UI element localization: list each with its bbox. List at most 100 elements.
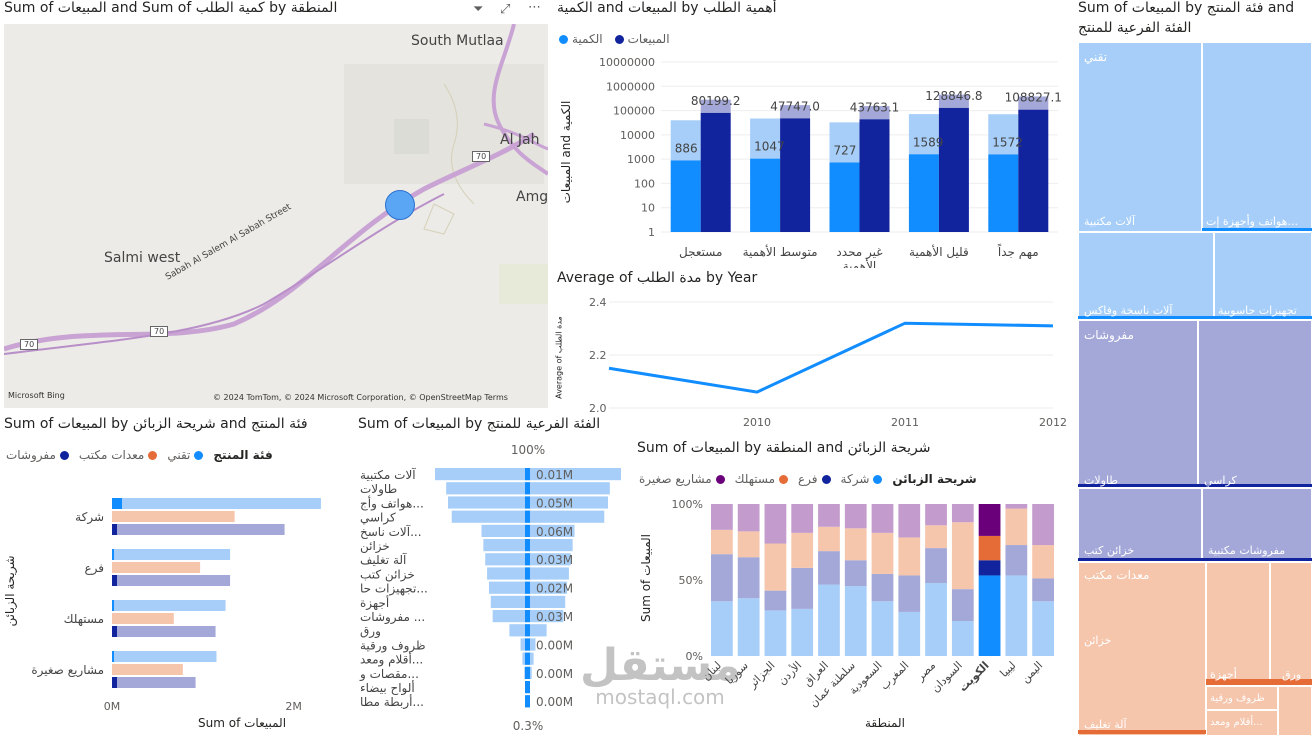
tm-envelopes[interactable] bbox=[1206, 686, 1278, 710]
region-bar-segment[interactable] bbox=[764, 504, 787, 544]
funnel-bar-highlight[interactable] bbox=[525, 567, 530, 580]
priority-bar-qty-bg[interactable] bbox=[908, 114, 939, 155]
segment-bar-highlight[interactable] bbox=[112, 677, 117, 688]
priority-bar-qty-bg[interactable] bbox=[670, 120, 701, 161]
treemap-visual[interactable]: Sum of المبيعات by فئة المنتج and الفئة … bbox=[1074, 0, 1314, 739]
funnel-bar-highlight[interactable] bbox=[525, 638, 530, 651]
segment-bar[interactable] bbox=[112, 613, 174, 624]
region-bar-segment[interactable] bbox=[898, 504, 921, 538]
priority-chart[interactable]: أهمية الطلب by المبيعات and الكمية الكمي… bbox=[553, 0, 1068, 268]
segment-bar[interactable] bbox=[112, 562, 201, 573]
region-bar-segment[interactable] bbox=[978, 535, 1001, 561]
priority-bar-qty[interactable] bbox=[988, 154, 1019, 232]
priority-bar-sales[interactable] bbox=[938, 107, 969, 232]
tm-phones[interactable] bbox=[1202, 42, 1312, 232]
tm-bookcases[interactable] bbox=[1078, 488, 1202, 562]
seg-legend-office[interactable]: معدات مكتب bbox=[78, 448, 145, 462]
region-bar-segment[interactable] bbox=[951, 504, 974, 523]
funnel-bar-highlight[interactable] bbox=[525, 695, 530, 708]
region-bar-segment[interactable] bbox=[951, 621, 974, 656]
seg-legend-furn[interactable]: مفروشات bbox=[6, 448, 56, 462]
priority-bar-qty-bg[interactable] bbox=[988, 114, 1019, 155]
region-bar-segment[interactable] bbox=[818, 504, 840, 527]
priority-bar-qty-bg[interactable] bbox=[750, 118, 781, 159]
region-bar-segment[interactable] bbox=[791, 567, 814, 609]
segment-bar-highlight[interactable] bbox=[112, 651, 114, 662]
seg-legend-tech[interactable]: تقني bbox=[167, 448, 191, 462]
region-bar-segment[interactable] bbox=[978, 504, 1001, 536]
region-bar-segment[interactable] bbox=[818, 551, 840, 585]
region-bar-segment[interactable] bbox=[951, 522, 974, 590]
segment-bar[interactable] bbox=[112, 511, 235, 522]
region-bar-segment[interactable] bbox=[711, 601, 733, 656]
region-bar-segment[interactable] bbox=[1005, 504, 1028, 509]
segment-bar-highlight[interactable] bbox=[112, 524, 117, 535]
segment-bar-highlight[interactable] bbox=[112, 600, 114, 611]
region-bar-segment[interactable] bbox=[871, 601, 894, 656]
region-bar-segment[interactable] bbox=[898, 537, 921, 576]
reg-legend-small[interactable]: مشاريع صغيرة bbox=[639, 472, 712, 486]
priority-bar-qty[interactable] bbox=[829, 162, 860, 232]
region-bar-segment[interactable] bbox=[711, 529, 733, 555]
region-bar-segment[interactable] bbox=[737, 557, 760, 599]
priority-bar-sales[interactable] bbox=[1018, 109, 1049, 232]
funnel-bar-highlight[interactable] bbox=[525, 468, 530, 481]
tm-office-machines[interactable] bbox=[1078, 42, 1202, 232]
funnel-bar-highlight[interactable] bbox=[525, 681, 530, 694]
map-bubble-kuwait[interactable] bbox=[385, 190, 415, 220]
priority-bar-sales-bg[interactable] bbox=[700, 99, 731, 113]
tm-paper[interactable] bbox=[1270, 562, 1312, 686]
region-bar-segment[interactable] bbox=[925, 583, 947, 656]
region-bar-segment[interactable] bbox=[898, 575, 921, 612]
legend-qty[interactable]: الكمية bbox=[572, 32, 603, 46]
region-bar-segment[interactable] bbox=[737, 531, 760, 558]
region-bar-segment[interactable] bbox=[711, 554, 733, 602]
region-bar-segment[interactable] bbox=[791, 532, 814, 568]
funnel-chart[interactable]: Sum of المبيعات by الفئة الفرعية للمنتج … bbox=[352, 414, 627, 739]
funnel-bar-highlight[interactable] bbox=[525, 539, 530, 552]
tm-appliances[interactable] bbox=[1206, 562, 1270, 686]
funnel-bar-highlight[interactable] bbox=[525, 595, 530, 608]
region-bar-segment[interactable] bbox=[764, 543, 787, 591]
segment-bar[interactable] bbox=[112, 549, 231, 560]
region-bar-segment[interactable] bbox=[925, 548, 947, 584]
region-bar-segment[interactable] bbox=[871, 573, 894, 602]
year-chart[interactable]: Average of مدة الطلب by Year Average of … bbox=[553, 268, 1068, 430]
reg-legend-consumer[interactable]: مستهلك bbox=[734, 472, 776, 486]
priority-bar-sales-bg[interactable] bbox=[1018, 96, 1049, 110]
priority-bar-sales[interactable] bbox=[700, 112, 731, 232]
region-bar-segment[interactable] bbox=[791, 504, 814, 533]
region-bar-segment[interactable] bbox=[1005, 575, 1028, 656]
region-bar-segment[interactable] bbox=[711, 504, 733, 530]
priority-bar-sales[interactable] bbox=[780, 118, 811, 232]
priority-bar-qty-bg[interactable] bbox=[829, 122, 860, 163]
region-bar-segment[interactable] bbox=[1032, 578, 1054, 602]
funnel-bar-highlight[interactable] bbox=[525, 510, 530, 523]
region-bar-segment[interactable] bbox=[818, 584, 840, 656]
tm-office-furnishings[interactable] bbox=[1202, 488, 1312, 562]
filter-icon[interactable]: ⏷ bbox=[473, 2, 484, 17]
segment-bar[interactable] bbox=[112, 600, 226, 611]
region-chart[interactable]: شريحة الزبائن and المنطقة by المبيعات Su… bbox=[633, 436, 1068, 739]
funnel-bar-highlight[interactable] bbox=[525, 553, 530, 566]
tm-tables[interactable] bbox=[1078, 320, 1198, 488]
region-bar-segment[interactable] bbox=[925, 504, 947, 526]
funnel-bar-highlight[interactable] bbox=[525, 624, 530, 637]
more-options-icon[interactable]: ⋯ bbox=[528, 0, 541, 15]
tm-computer-supplies[interactable] bbox=[1214, 232, 1312, 320]
funnel-bar-highlight[interactable] bbox=[525, 652, 530, 665]
region-bar-segment[interactable] bbox=[1032, 601, 1054, 656]
segment-bar[interactable] bbox=[112, 651, 217, 662]
priority-bar-sales-bg[interactable] bbox=[780, 105, 811, 119]
map-visual[interactable]: المنطقة by كمية الطلب and Sum of المبيعا… bbox=[0, 0, 552, 412]
region-bar-segment[interactable] bbox=[978, 560, 1001, 576]
tm-copiers[interactable] bbox=[1078, 232, 1214, 320]
segment-bar-highlight[interactable] bbox=[112, 498, 122, 509]
segment-bar[interactable] bbox=[112, 498, 321, 509]
region-bar-segment[interactable] bbox=[871, 532, 894, 574]
map-canvas[interactable]: South Mutlaa Al Jah Amg Salmi west Sabah… bbox=[4, 24, 548, 408]
tm-binders[interactable] bbox=[1206, 710, 1278, 736]
funnel-bar-highlight[interactable] bbox=[525, 610, 530, 623]
priority-bar-qty[interactable] bbox=[670, 160, 701, 232]
region-bar-segment[interactable] bbox=[737, 598, 760, 656]
